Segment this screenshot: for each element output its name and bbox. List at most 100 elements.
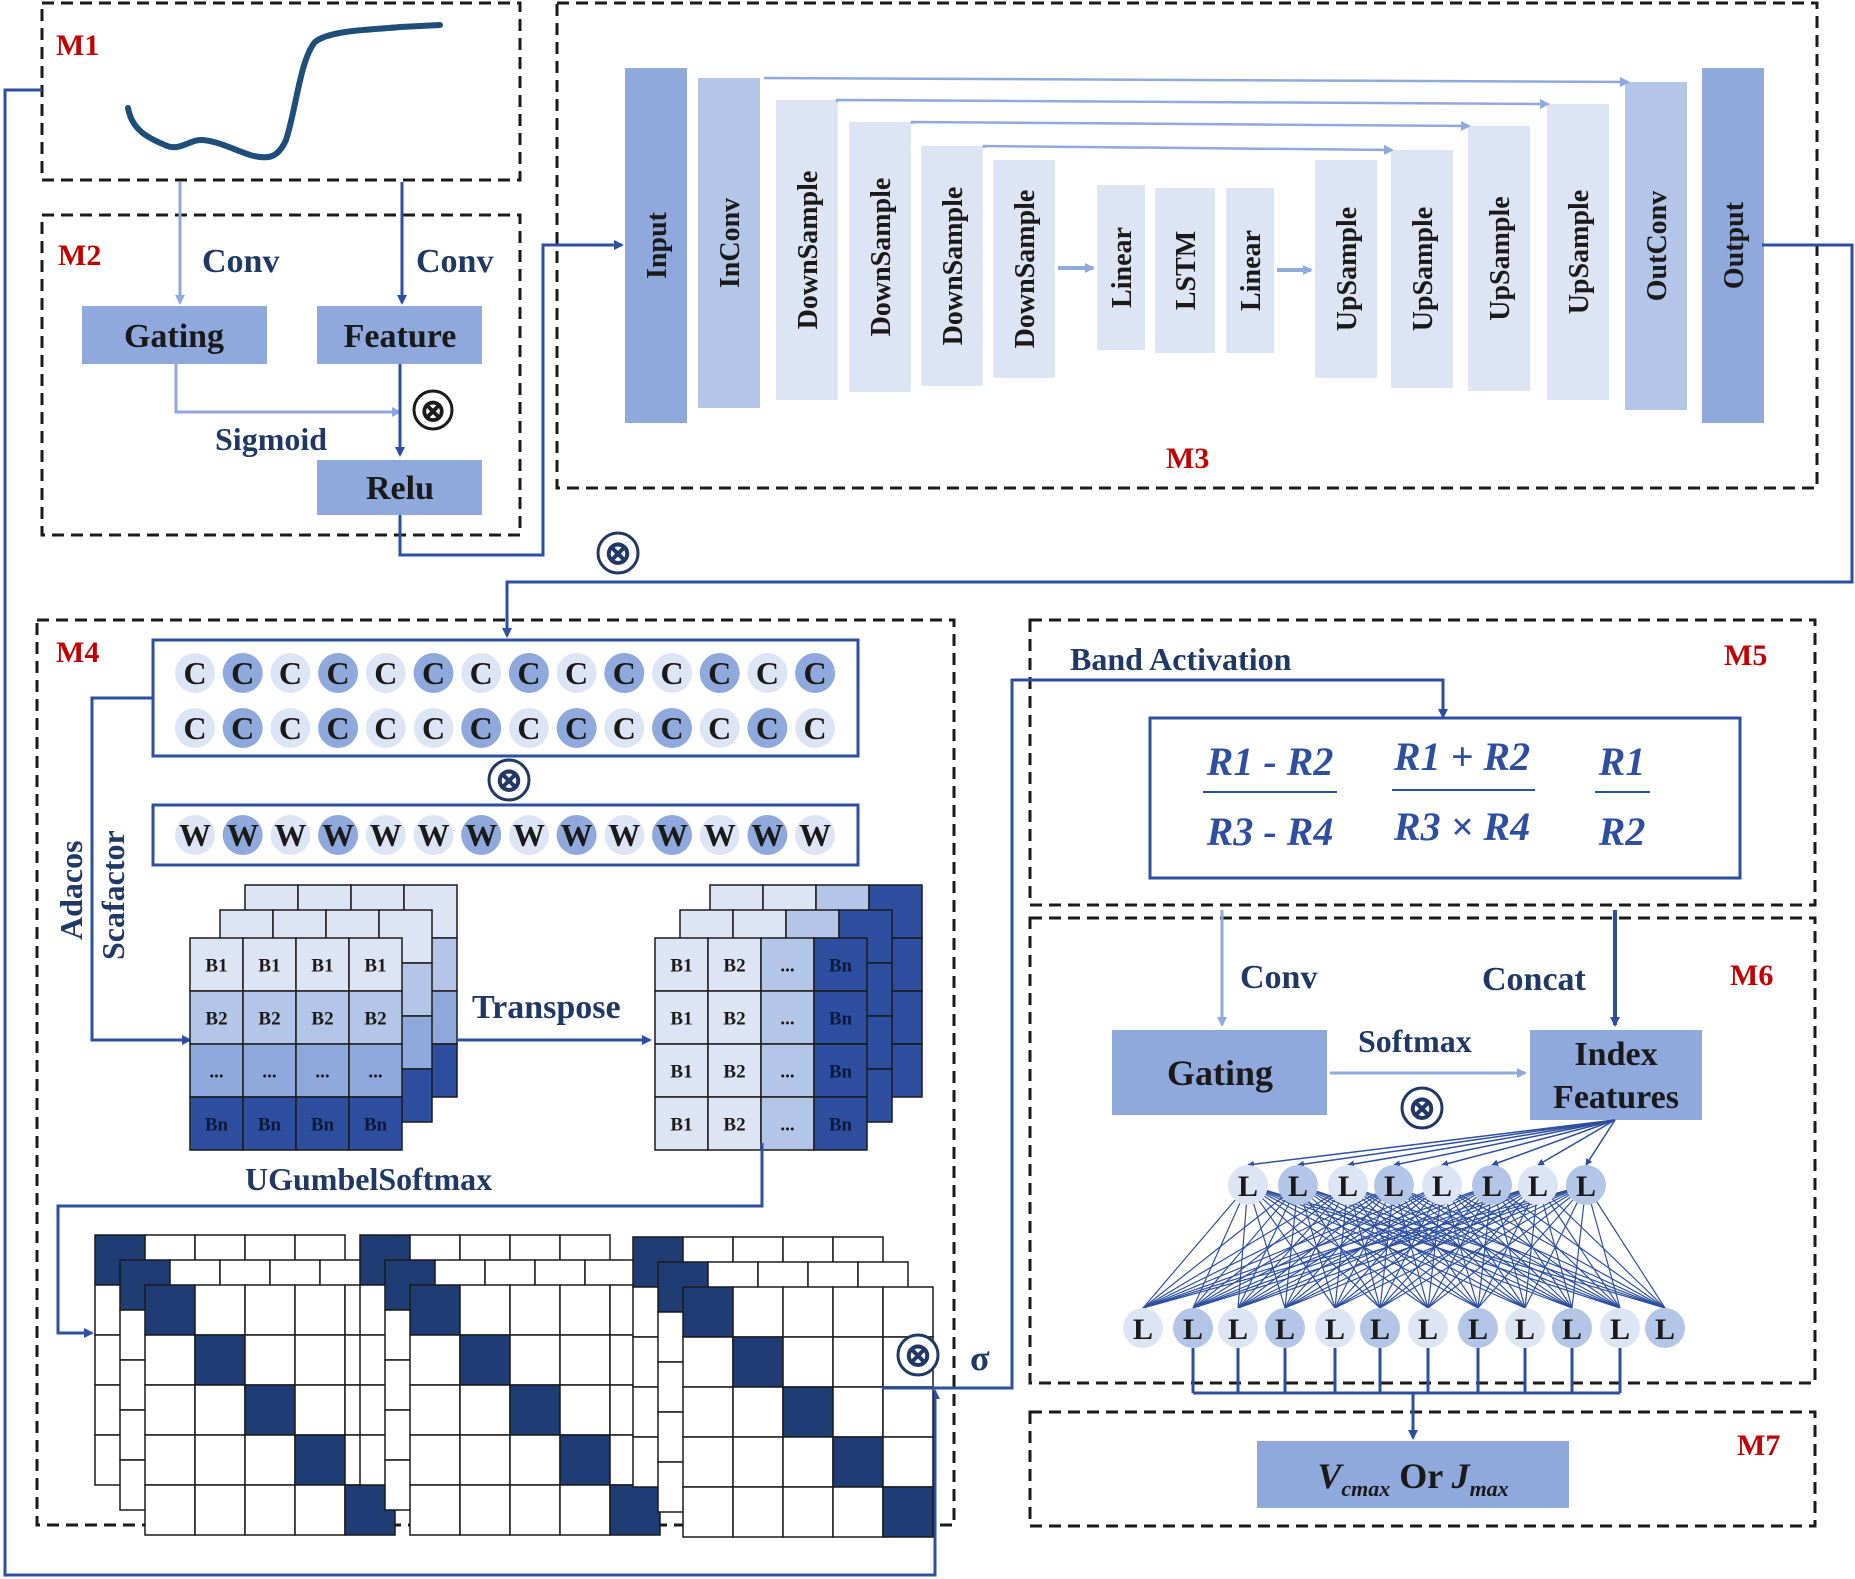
m3-block-label-1: InConv <box>715 198 746 288</box>
diag-cell <box>294 1384 346 1436</box>
diag-cell <box>559 1434 611 1486</box>
w-node: W <box>418 817 450 853</box>
grid-cell-text: B1 <box>670 956 692 977</box>
diag-cell <box>459 1334 511 1386</box>
w-node-bg <box>270 815 311 855</box>
grid-cell-text: B1 <box>364 956 386 977</box>
nn-top-label: L <box>1576 1170 1596 1203</box>
m5-border <box>1028 618 1817 907</box>
m2-otimes-symbol: ⊗ <box>419 393 448 430</box>
output-box <box>1257 1441 1569 1508</box>
w-node: W <box>751 817 783 853</box>
c-node-bg <box>508 653 549 693</box>
c-node-bg <box>175 653 215 693</box>
m4-bottom-otimes-symbol: ⊗ <box>903 1335 933 1375</box>
c-node-bg <box>461 653 502 693</box>
diagonal-matrix-stacks <box>94 1234 934 1538</box>
w-node: W <box>179 817 211 853</box>
adacos-label: Adacos <box>53 840 89 940</box>
nn-bottom-label: L <box>1418 1313 1438 1346</box>
diag-cell <box>194 1484 246 1536</box>
m1-border <box>40 1 522 182</box>
w-node-bg <box>556 815 597 855</box>
w-node: W <box>465 817 497 853</box>
grid-cell-text: B2 <box>205 1009 227 1030</box>
grid-cell-text: Bn <box>829 1115 853 1136</box>
m2-gating-box <box>82 306 267 364</box>
m3-block-6 <box>1097 185 1145 350</box>
m2-relu-text: Relu <box>366 470 434 507</box>
diag-cell <box>732 1436 784 1488</box>
c-node: C <box>279 710 302 746</box>
m1-label: M1 <box>56 29 99 62</box>
m3-block-2 <box>776 100 838 400</box>
nn-bottom-node <box>1645 1308 1685 1348</box>
output-text: Vcmax Or Jmax <box>1317 1456 1508 1501</box>
grid-cell <box>242 937 297 992</box>
m3-block-7 <box>1155 188 1215 353</box>
grid-cell <box>760 990 815 1045</box>
c-node-bg <box>699 708 740 748</box>
nn-top-node <box>1278 1165 1318 1205</box>
m3-block-label-3: DownSample <box>866 178 897 337</box>
m3-block-label-4: DownSample <box>938 187 969 346</box>
diag-cell <box>409 1384 461 1436</box>
w-node-bg <box>795 815 836 855</box>
diag-cell <box>409 1484 461 1536</box>
nn-bottom-label: L <box>1183 1313 1203 1346</box>
nn-top-node <box>1422 1165 1462 1205</box>
diag-cell <box>609 1484 661 1536</box>
m2-feature-box <box>317 306 482 364</box>
c-node: C <box>422 655 445 691</box>
grid-cell <box>760 937 815 992</box>
diag-cell <box>732 1336 784 1388</box>
m4-bottom-otimes-circle <box>896 1333 940 1377</box>
formula1-numerator: R1 - R2 <box>1206 739 1334 784</box>
w-node: W <box>704 817 736 853</box>
m3-block-5 <box>993 160 1055 378</box>
nn-top-label: L <box>1482 1170 1502 1203</box>
m2-conv-right: Conv <box>416 243 493 280</box>
diag-cell <box>559 1484 611 1536</box>
grid-cell-text: B1 <box>205 956 227 977</box>
c-circles: C C C C C C C C C C C C C CC C C C C C C C C C C C C C <box>175 653 836 748</box>
m3-block-14 <box>1702 68 1764 423</box>
diag-cell <box>244 1384 296 1436</box>
diag-cell <box>244 1334 296 1386</box>
diag-cell <box>194 1334 246 1386</box>
diag-cell <box>782 1336 834 1388</box>
w-node: W <box>227 817 259 853</box>
grid-cell-text: B2 <box>364 1009 386 1030</box>
grid-cell-text: Bn <box>258 1115 282 1136</box>
m2-relu-box <box>317 460 482 515</box>
w-node: W <box>561 817 593 853</box>
nn-top-label: L <box>1338 1170 1358 1203</box>
formula-box <box>1148 716 1742 880</box>
grid-cell-text: B1 <box>670 1062 692 1083</box>
diag-cell <box>509 1484 561 1536</box>
m5-label: M5 <box>1724 639 1767 672</box>
nn-bottom-label: L <box>1275 1313 1295 1346</box>
c-node: C <box>804 655 827 691</box>
diag-cell <box>409 1334 461 1386</box>
diag-stack-2 <box>632 1236 934 1538</box>
c-node: C <box>804 710 827 746</box>
nn-bottom-node <box>1505 1308 1545 1348</box>
diag-cell <box>782 1286 834 1338</box>
diag-cell <box>509 1334 561 1386</box>
m2-otimes-circle <box>412 389 454 431</box>
c-node: C <box>613 710 636 746</box>
m3-block-label-10: UpSample <box>1408 207 1439 331</box>
m3-block-13 <box>1625 82 1687 410</box>
sigma-label: σ <box>970 1338 990 1378</box>
grid-cell <box>295 990 350 1045</box>
c-node-bg <box>222 653 263 693</box>
c-node-bg <box>413 708 454 748</box>
m3-block-10 <box>1391 150 1453 388</box>
grid-cell-text: ... <box>368 1062 382 1083</box>
w-node: W <box>513 817 545 853</box>
diag-cell <box>832 1286 884 1338</box>
index-line1: Index <box>1574 1036 1657 1073</box>
diag-cell <box>782 1386 834 1438</box>
grid-cell <box>813 1096 868 1151</box>
